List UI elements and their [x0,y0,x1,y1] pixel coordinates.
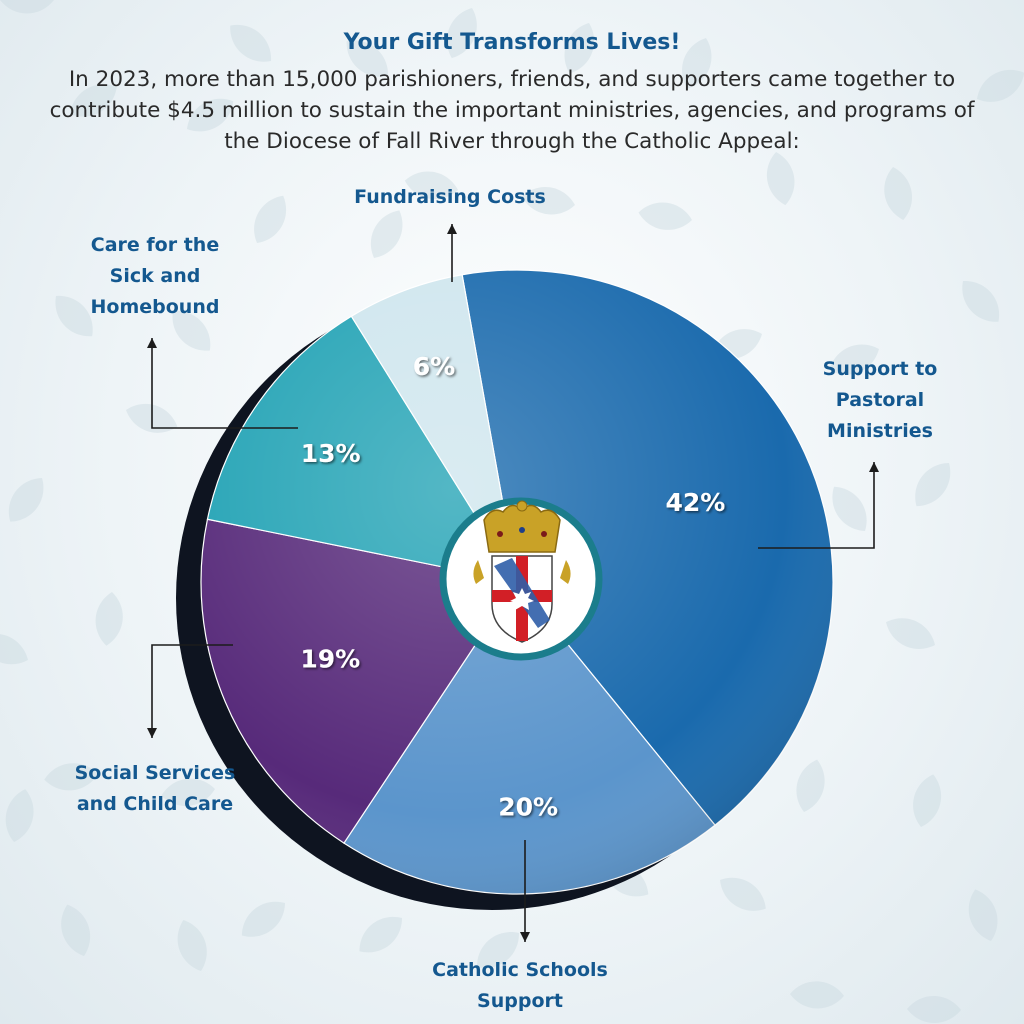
value-label-care-for-the-sick-and-homebound: 13% [301,439,361,468]
background-leaf [187,98,234,132]
background-leaf [0,633,28,665]
value-label-social-services-and-child-care: 19% [300,645,360,674]
background-leaf [564,23,595,74]
background-leaf [61,904,91,956]
background-leaf [638,202,692,230]
background-leaf [962,280,1000,322]
background-leaf [5,789,34,842]
page-title: Your Gift Transforms Lives! [343,30,681,55]
slice-label-catholic-schools-support: Catholic Schools Support [432,959,608,1012]
background-leaf [913,774,941,827]
value-label-catholic-schools-support: 20% [498,792,558,821]
slice-label-social-services-and-child-care: Social Services and Child Care [74,762,236,815]
leader-line-support-to-pastoral-ministries [758,462,875,549]
background-leaf [477,932,520,968]
background-leaf [44,763,98,791]
background-leaf [832,486,867,531]
background-leaf [521,187,575,215]
background-leaf [915,463,951,507]
slice-label-support-to-pastoral-ministries: Support to Pastoral Ministries [822,358,938,442]
background-leaf [404,171,458,200]
background-leaf [55,295,93,337]
background-leaf [359,916,403,953]
background-leaf [172,310,211,351]
slice-label-fundraising-costs: Fundraising Costs [354,186,546,208]
page-subtitle: In 2023, more than 15,000 parishioners, … [49,67,975,154]
background-leaf [447,8,477,59]
arrowhead-icon [447,224,457,234]
leader-line-social-services-and-child-care [151,644,233,738]
background-leaf [766,152,795,206]
background-leaf [0,0,54,14]
arrowhead-icon [147,338,157,348]
background-leaf [95,592,123,646]
arrowhead-icon [869,462,879,472]
background-leaf [977,69,1024,102]
background-leaf [254,195,287,243]
background-leaf [968,889,998,941]
background-leaf [790,981,844,1009]
background-leaf [8,478,44,522]
background-leaf [829,344,879,375]
value-label-support-to-pastoral-ministries: 42% [665,488,725,517]
background-leaf [370,210,403,258]
slice-label-care-for-the-sick-and-homebound: Care for the Sick and Homebound [90,234,220,318]
coat-of-arms-logo [439,497,603,661]
arrowhead-icon [520,932,530,942]
background-leaf [907,996,961,1023]
background-leaf [70,84,117,117]
background-leaf [177,919,207,971]
background-leaf [884,167,912,221]
background-leaf [241,901,285,937]
value-label-fundraising-costs: 6% [413,352,455,381]
background-leaf [886,618,935,649]
background-leaf [346,40,389,77]
background-leaf [230,24,272,62]
arrowhead-icon [147,728,157,738]
leader-line-care-for-the-sick-and-homebound [151,338,298,429]
background-leaf [682,38,712,89]
